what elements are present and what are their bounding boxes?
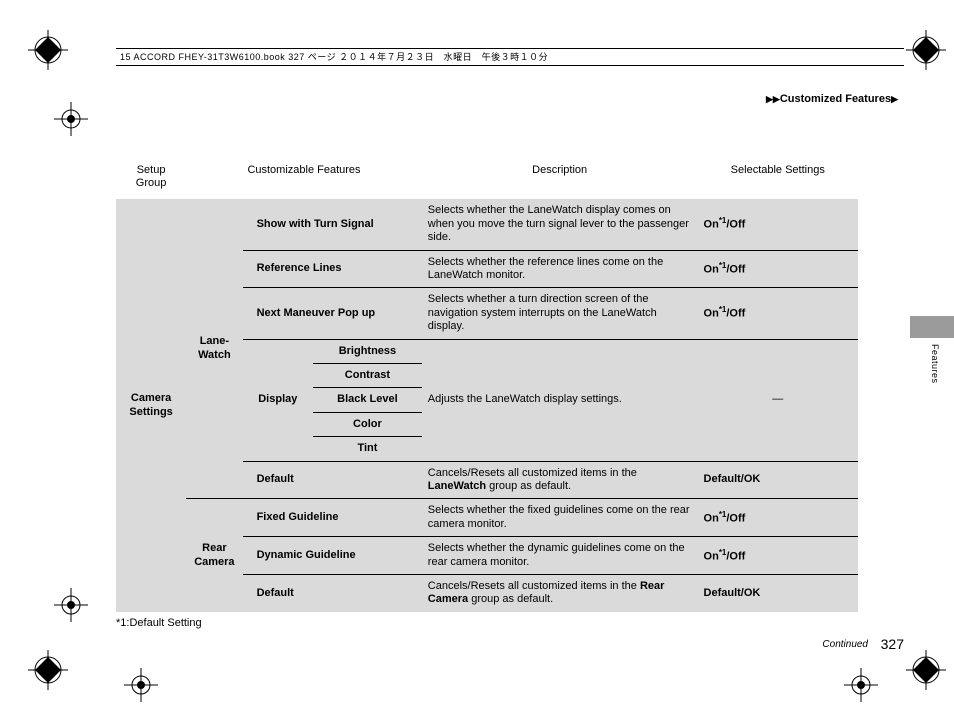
group-camera: Camera Settings xyxy=(116,199,186,612)
page-number: 327 xyxy=(881,636,904,652)
feature-setting: — xyxy=(698,339,858,461)
crop-mark-br xyxy=(906,650,946,690)
doc-header-text: 15 ACCORD FHEY-31T3W6100.book 327 ページ ２０… xyxy=(120,52,548,62)
display-item: Color xyxy=(313,412,422,436)
feature-label: Default xyxy=(243,461,422,499)
feature-desc: Adjusts the LaneWatch display settings. xyxy=(422,339,698,461)
main-content: SetupGroup Customizable Features Descrip… xyxy=(116,160,858,612)
feature-label: Show with Turn Signal xyxy=(243,199,422,250)
display-group: Display xyxy=(243,339,313,461)
feature-desc: Selects whether a turn direction screen … xyxy=(422,288,698,339)
col-settings: Selectable Settings xyxy=(698,160,858,199)
side-tab xyxy=(910,316,954,338)
feature-desc: Selects whether the reference lines come… xyxy=(422,250,698,288)
col-features: Customizable Features xyxy=(186,160,422,199)
crop-mark-tr xyxy=(906,30,946,70)
reg-mark-1 xyxy=(54,102,88,136)
doc-header: 15 ACCORD FHEY-31T3W6100.book 327 ページ ２０… xyxy=(116,48,904,66)
feature-setting: On*1/Off xyxy=(698,250,858,288)
feature-desc: Cancels/Resets all customized items in t… xyxy=(422,575,698,612)
crop-mark-bl xyxy=(28,650,68,690)
feature-label: Dynamic Guideline xyxy=(243,537,422,575)
group-rear: Rear Camera xyxy=(186,499,242,612)
settings-table: SetupGroup Customizable Features Descrip… xyxy=(116,160,858,612)
feature-desc: Selects whether the dynamic guidelines c… xyxy=(422,537,698,575)
continued-label: Continued xyxy=(822,639,868,650)
triangle-icon: ▶ xyxy=(891,94,898,104)
feature-desc: Cancels/Resets all customized items in t… xyxy=(422,461,698,499)
reg-mark-4 xyxy=(844,668,878,702)
table-row: Camera Settings Lane-Watch Show with Tur… xyxy=(116,199,858,250)
side-tab-label: Features xyxy=(930,344,940,384)
crop-mark-tl xyxy=(28,30,68,70)
breadcrumb-text: Customized Features xyxy=(780,93,891,105)
feature-setting: On*1/Off xyxy=(698,288,858,339)
feature-label: Default xyxy=(243,575,422,612)
feature-setting: On*1/Off xyxy=(698,499,858,537)
feature-desc: Selects whether the fixed guidelines com… xyxy=(422,499,698,537)
display-item: Brightness xyxy=(313,339,422,363)
feature-label: Next Maneuver Pop up xyxy=(243,288,422,339)
display-item: Contrast xyxy=(313,363,422,387)
feature-setting: Default/OK xyxy=(698,575,858,612)
feature-setting: Default/OK xyxy=(698,461,858,499)
reg-mark-3 xyxy=(124,668,158,702)
reg-mark-2 xyxy=(54,588,88,622)
display-item: Tint xyxy=(313,437,422,461)
footnote: *1:Default Setting xyxy=(116,617,202,629)
group-lanewatch: Lane-Watch xyxy=(186,199,242,499)
feature-setting: On*1/Off xyxy=(698,537,858,575)
feature-setting: On*1/Off xyxy=(698,199,858,250)
feature-label: Fixed Guideline xyxy=(243,499,422,537)
col-setup-group: SetupGroup xyxy=(116,160,186,199)
display-item: Black Level xyxy=(313,388,422,412)
feature-desc: Selects whether the LaneWatch display co… xyxy=(422,199,698,250)
table-header-row: SetupGroup Customizable Features Descrip… xyxy=(116,160,858,199)
feature-label: Reference Lines xyxy=(243,250,422,288)
col-description: Description xyxy=(422,160,698,199)
breadcrumb: ▶▶Customized Features▶ xyxy=(766,93,898,105)
triangle-icon: ▶▶ xyxy=(766,94,780,104)
table-row: Rear Camera Fixed Guideline Selects whet… xyxy=(116,499,858,537)
